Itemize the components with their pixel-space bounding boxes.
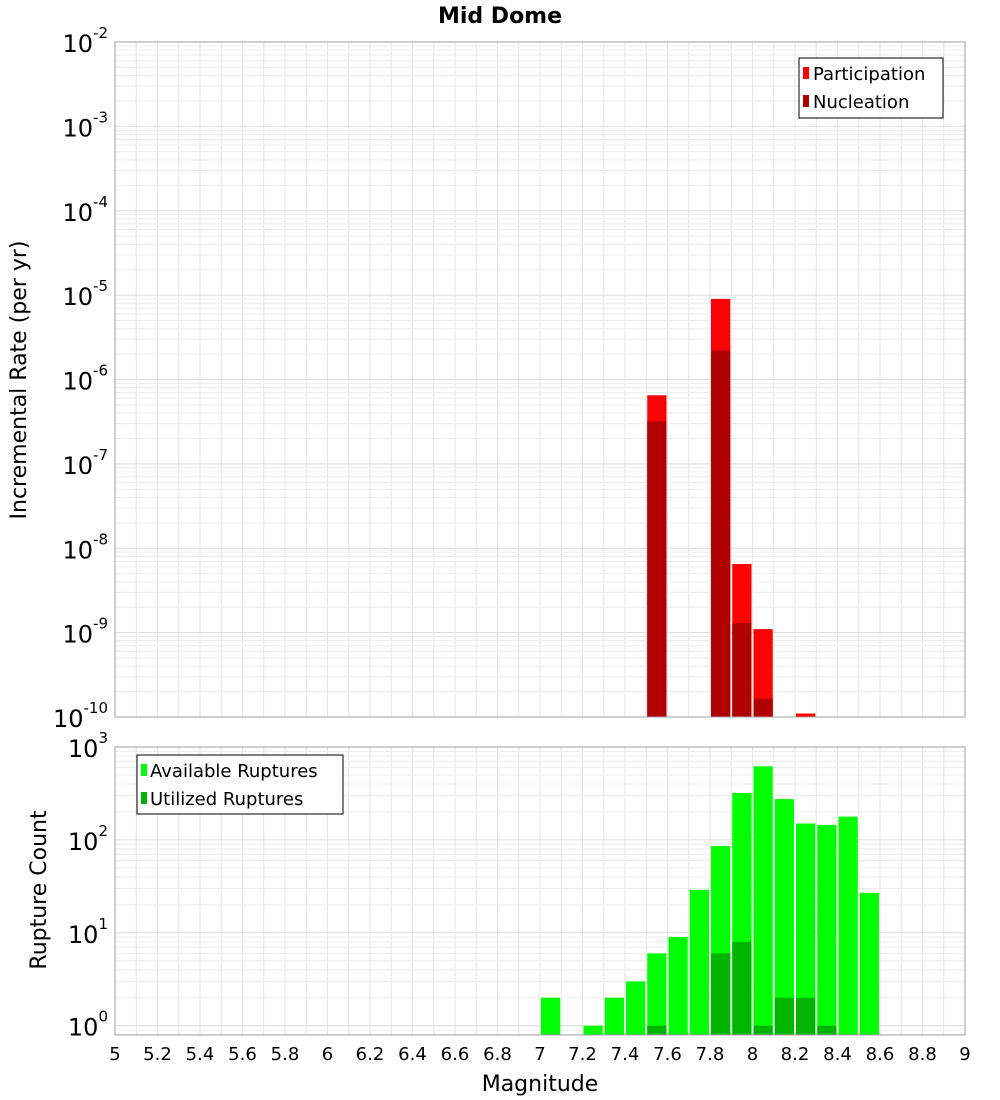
x-tick-label: 6.8 [483, 1044, 512, 1065]
x-tick-label: 5.4 [186, 1044, 215, 1065]
x-tick-label: 9 [959, 1044, 970, 1065]
bottom-plot-y-ticks: 100 101 102 103 [68, 729, 108, 1042]
bottom-bar-available-ruptures [583, 1025, 603, 1035]
x-tick-label: 6 [322, 1044, 333, 1065]
chart-title: Mid Dome [438, 4, 562, 29]
x-tick-label: 8.2 [781, 1044, 810, 1065]
x-tick-label: 8 [747, 1044, 758, 1065]
bottom-bar-utilized-ruptures [796, 997, 816, 1035]
bottom-bar-available-ruptures [838, 816, 858, 1035]
legend-swatch-available-ruptures [141, 764, 147, 776]
bottom-bar-utilized-ruptures [817, 1025, 837, 1035]
x-tick-label: 7.4 [611, 1044, 640, 1065]
top-plot-y-ticks: 10-10 10-9 10-8 10-7 10-6 10-5 10-4 10-3 10-2 [53, 24, 108, 733]
top-y-tick-label: 10-8 [62, 530, 108, 564]
bottom-plot-area [114, 746, 966, 1036]
bottom-bar-available-ruptures [859, 892, 879, 1035]
top-y-tick-label: 10-3 [62, 108, 108, 142]
x-tick-label: 7.6 [653, 1044, 682, 1065]
top-y-tick-label: 10-2 [62, 24, 108, 58]
bottom-bar-utilized-ruptures [647, 1025, 667, 1035]
top-y-tick-label: 10-5 [62, 277, 108, 311]
bottom-bar-available-ruptures [647, 953, 667, 1035]
bottom-bar-utilized-ruptures [753, 1025, 773, 1035]
x-tick-label: 5.8 [271, 1044, 300, 1065]
top-plot-grid [114, 42, 966, 718]
legend-label-nucleation: Nucleation [813, 92, 909, 113]
bottom-bar-available-ruptures [774, 799, 794, 1035]
x-tick-label: 6.6 [441, 1044, 470, 1065]
top-bar-participation [753, 629, 773, 717]
x-tick-label: 8.4 [823, 1044, 852, 1065]
top-bar-participation [796, 713, 816, 717]
x-tick-label: 7.2 [568, 1044, 597, 1065]
bottom-legend-box [136, 754, 344, 815]
top-bar-nucleation [647, 421, 667, 717]
x-tick-label: 5.2 [143, 1044, 172, 1065]
x-axis-label: Magnitude [482, 1072, 599, 1097]
bottom-bar-available-ruptures [604, 997, 624, 1035]
x-tick-label: 6.4 [398, 1044, 427, 1065]
x-tick-label: 5 [109, 1044, 120, 1065]
x-tick-label: 5.6 [228, 1044, 257, 1065]
top-y-axis-label: Incremental Rate (per yr) [7, 241, 32, 520]
top-y-tick-label: 10-9 [62, 615, 108, 649]
bottom-bar-available-ruptures [689, 889, 709, 1035]
bottom-y-tick-label: 102 [68, 822, 108, 856]
bottom-bar-available-ruptures [817, 824, 837, 1035]
x-tick-label: 7 [534, 1044, 545, 1065]
top-y-tick-label: 10-7 [62, 446, 108, 480]
bottom-bar-available-ruptures [796, 823, 816, 1035]
bottom-bar-utilized-ruptures [711, 953, 731, 1035]
bottom-bar-available-ruptures [668, 937, 688, 1035]
legend-swatch-participation [803, 67, 809, 79]
bottom-y-tick-label: 100 [68, 1008, 108, 1042]
top-plot-bars [647, 298, 816, 717]
top-plot-area [114, 41, 966, 718]
bottom-bar-available-ruptures [626, 981, 646, 1035]
legend-label-available-ruptures: Available Ruptures [150, 761, 318, 782]
bottom-bar-available-ruptures [541, 997, 561, 1035]
legend-swatch-utilized-ruptures [141, 792, 147, 804]
bottom-y-tick-label: 103 [68, 729, 108, 763]
bottom-bar-utilized-ruptures [774, 997, 794, 1035]
top-y-tick-label: 10-6 [62, 362, 108, 396]
bottom-bar-utilized-ruptures [732, 941, 752, 1035]
top-y-tick-label: 10-10 [53, 699, 108, 733]
legend-label-utilized-ruptures: Utilized Ruptures [150, 789, 303, 810]
x-tick-label: 7.8 [696, 1044, 725, 1065]
x-tick-label: 8.6 [866, 1044, 895, 1065]
bottom-bar-available-ruptures [753, 766, 773, 1035]
x-tick-label: 8.8 [908, 1044, 937, 1065]
top-legend: Participation Nucleation [798, 57, 944, 119]
top-y-tick-label: 10-4 [62, 193, 108, 227]
top-bar-nucleation [711, 350, 731, 717]
legend-swatch-nucleation [803, 95, 809, 107]
bottom-y-axis-label: Rupture Count [27, 810, 52, 970]
top-bar-nucleation [732, 623, 752, 717]
bottom-plot-bars [541, 766, 879, 1035]
legend-label-participation: Participation [813, 64, 925, 85]
bottom-y-tick-label: 101 [68, 915, 108, 949]
bottom-legend: Available Ruptures Utilized Ruptures [136, 754, 344, 815]
top-bar-nucleation [753, 698, 773, 717]
top-legend-box [798, 57, 944, 119]
x-tick-label: 6.2 [356, 1044, 385, 1065]
bottom-plot-x-ticks: 5 5.2 5.4 5.6 5.8 6 6.2 6.4 6.6 6.8 7 7.2 7.4 7.6 7.8 8… [109, 1044, 970, 1065]
